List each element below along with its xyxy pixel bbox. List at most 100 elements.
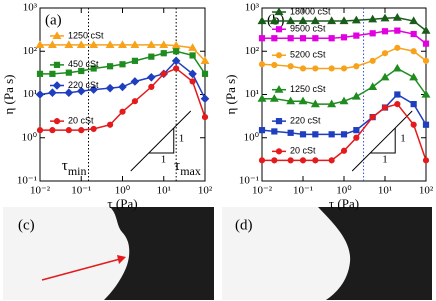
marker: [421, 89, 431, 98]
marker: [327, 99, 337, 108]
marker: [422, 121, 430, 128]
marker: [312, 131, 319, 138]
x-tick-label: 10⁻²: [252, 185, 273, 197]
y-tick-label: 10³: [245, 2, 260, 14]
x-axis-label: τ (Pa): [329, 196, 359, 211]
marker: [310, 99, 320, 108]
legend-marker: [52, 81, 62, 90]
marker: [130, 77, 140, 86]
marker: [171, 56, 181, 66]
marker: [368, 14, 378, 23]
x-tick-label: 10⁰: [336, 185, 352, 197]
marker: [369, 30, 376, 37]
marker: [328, 131, 335, 138]
marker: [131, 98, 139, 105]
marker: [188, 43, 198, 51]
marker: [298, 96, 308, 105]
y-tick-label: 10⁻¹: [239, 175, 259, 187]
marker: [298, 16, 308, 25]
marker: [421, 26, 431, 34]
reference-label: τmax: [174, 158, 201, 177]
marker: [258, 157, 266, 164]
marker: [271, 35, 278, 42]
marker: [353, 63, 360, 70]
marker: [35, 40, 45, 49]
marker: [422, 40, 430, 47]
marker: [327, 16, 337, 25]
x-axis-label: τ (Pa): [107, 196, 137, 211]
marker: [394, 27, 401, 34]
marker: [64, 88, 74, 98]
marker: [353, 127, 360, 134]
marker: [269, 16, 279, 25]
marker: [258, 127, 266, 134]
marker: [257, 16, 267, 25]
marker: [105, 40, 115, 49]
x-tick-label: 10⁰: [115, 185, 131, 197]
marker: [286, 16, 296, 25]
marker: [340, 147, 348, 154]
marker: [78, 67, 85, 75]
legend-marker: [53, 61, 61, 68]
marker: [106, 121, 114, 128]
marker: [340, 34, 348, 41]
marker: [148, 83, 155, 90]
slope-line: [351, 110, 413, 172]
slope-triangle: [370, 128, 396, 154]
marker: [147, 72, 156, 82]
marker: [200, 94, 210, 103]
slope-label: 1: [179, 133, 185, 145]
image-d: (d): [222, 207, 432, 300]
legend-label: 5200 cSt: [290, 50, 326, 60]
marker: [76, 86, 86, 96]
marker: [299, 65, 307, 72]
y-axis-label: η (Pa s): [1, 74, 16, 114]
y-tick-label: 10⁻¹: [17, 175, 37, 187]
marker: [47, 40, 57, 49]
x-tick-label: 10²: [419, 185, 434, 197]
marker: [299, 157, 307, 164]
panel-label: (d): [235, 217, 253, 233]
legend-marker: [52, 31, 62, 40]
marker: [310, 16, 320, 25]
marker: [339, 16, 349, 25]
marker: [410, 100, 417, 108]
marker: [105, 83, 115, 93]
marker: [351, 15, 361, 24]
marker: [381, 28, 389, 35]
marker: [188, 69, 197, 79]
reference-symbol: τ: [62, 158, 68, 174]
legend-label: 9500 cSt: [290, 24, 326, 34]
legend-label: 1250 cSt: [68, 30, 104, 40]
drop-region: [3, 207, 130, 300]
marker: [353, 134, 360, 141]
legend-marker: [53, 118, 61, 125]
marker: [271, 61, 278, 69]
y-tick-label: 10²: [23, 45, 38, 57]
panel-label: (c): [18, 217, 35, 233]
reference-symbol: τ: [174, 158, 180, 174]
x-tick-label: 10²: [198, 185, 213, 197]
marker: [130, 40, 140, 49]
marker: [381, 50, 389, 57]
marker: [201, 114, 209, 121]
slope-label: 1: [161, 154, 167, 166]
marker: [287, 129, 294, 136]
marker: [351, 91, 361, 100]
marker: [258, 35, 266, 42]
y-tick-label: 10¹: [245, 88, 259, 100]
reference-label: τmin: [62, 158, 87, 177]
y-tick-label: 10³: [23, 2, 38, 14]
marker: [380, 13, 390, 22]
marker: [90, 125, 97, 133]
marker: [328, 157, 335, 164]
marker: [65, 69, 72, 76]
marker: [353, 32, 360, 39]
legend-label: 1250 cSt: [290, 84, 326, 94]
legend-label: 20 cSt: [290, 146, 316, 156]
legend-marker: [275, 148, 283, 155]
x-tick-label: 10¹: [157, 185, 171, 197]
marker: [409, 16, 419, 25]
marker: [159, 40, 169, 49]
